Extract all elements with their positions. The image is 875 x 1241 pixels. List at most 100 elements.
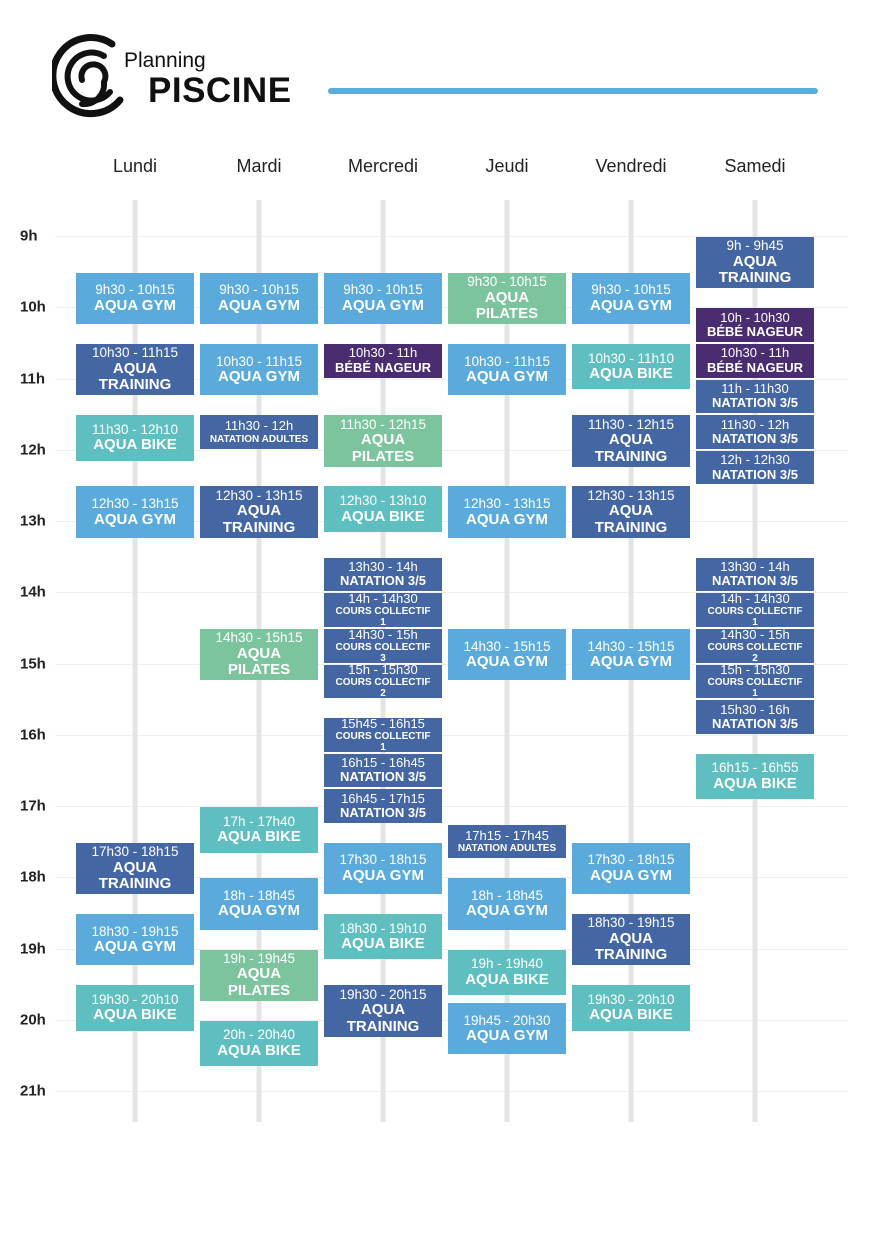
day-label: Jeudi (485, 156, 529, 176)
event-title: AQUA PILATES (475, 288, 539, 323)
hour-label: 11h (20, 370, 46, 387)
event-block: 15h30 - 16h NATATION 3/5 (696, 700, 814, 734)
subtitle: Planning (124, 49, 206, 72)
event-time: 17h30 - 18h15 (339, 852, 427, 868)
event-block: 10h30 - 11h BÉBÉ NAGEUR (696, 343, 814, 378)
event-title: NATATION 3/5 (712, 395, 798, 411)
event-block: 12h30 - 13h15 AQUA GYM (76, 486, 194, 538)
event-time: 19h30 - 20h10 (91, 991, 179, 1007)
event-block: 13h30 - 14h NATATION 3/5 (324, 557, 442, 592)
event-title: AQUA GYM (342, 866, 424, 884)
event-title: NATATION 3/5 (712, 573, 798, 589)
event-time: 10h30 - 11h (348, 345, 418, 361)
event-block: 14h30 - 15h15 AQUA GYM (448, 628, 566, 681)
event-title: AQUA BIKE (93, 1006, 177, 1024)
event-title: NATATION 3/5 (340, 769, 426, 785)
event-title: NATATION ADULTES (209, 433, 309, 445)
event-block: 19h45 - 20h30 AQUA GYM (448, 1002, 566, 1055)
event-block: 10h - 10h30 BÉBÉ NAGEUR (696, 308, 814, 342)
event-block: 10h30 - 11h10 AQUA BIKE (572, 343, 690, 390)
event-block: 15h - 15h30 COURS COLLECTIF 1 (696, 664, 814, 699)
event-block: 10h30 - 11h15 AQUA GYM (200, 343, 318, 396)
event-title: NATATION 3/5 (712, 466, 798, 482)
event-title: AQUA BIKE (341, 935, 425, 953)
event-time: 14h - 14h30 (348, 593, 418, 606)
event-title: BÉBÉ NAGEUR (706, 324, 804, 340)
event-block: 16h15 - 16h55 AQUA BIKE (696, 753, 814, 800)
event-time: 10h30 - 11h10 (587, 350, 675, 366)
event-title: AQUA BIKE (217, 1042, 301, 1059)
event-block: 14h - 14h30 COURS COLLECTIF 1 (324, 593, 442, 627)
event-time: 11h30 - 12h15 (339, 416, 427, 432)
event-block: 11h30 - 12h NATATION 3/5 (696, 415, 814, 449)
event-time: 9h30 - 10h15 (219, 282, 299, 298)
event-time: 17h - 17h40 (222, 813, 296, 829)
hour-line (55, 236, 848, 237)
event-title: NATATION ADULTES (457, 843, 557, 855)
event-block: 14h30 - 15h15 AQUA GYM (572, 628, 690, 681)
event-time: 12h30 - 13h15 (215, 487, 303, 503)
event-block: 12h30 - 13h15 AQUA GYM (448, 486, 566, 538)
event-time: 10h30 - 11h (720, 345, 790, 361)
event-time: 11h30 - 12h (720, 416, 790, 432)
event-time: 15h30 - 16h (720, 701, 790, 717)
event-time: 13h30 - 14h (720, 559, 790, 575)
event-block: 17h15 - 17h45 NATATION ADULTES (448, 824, 566, 859)
event-title: NATATION 3/5 (712, 430, 798, 446)
event-time: 19h30 - 20h10 (587, 991, 675, 1007)
event-time: 10h30 - 11h15 (215, 353, 303, 369)
day-column-line (132, 200, 138, 1122)
event-time: 13h30 - 14h (348, 559, 418, 575)
event-block: 19h30 - 20h10 AQUA BIKE (76, 985, 194, 1031)
event-time: 19h - 19h40 (470, 956, 544, 972)
hour-label: 13h (20, 512, 46, 530)
hour-label: 15h (20, 655, 46, 672)
event-block: 11h30 - 12h10 AQUA BIKE (76, 415, 194, 461)
event-time: 18h - 18h45 (470, 887, 544, 903)
hour-label: 12h (20, 441, 46, 459)
event-block: 15h45 - 16h15 COURS COLLECTIF 1 (324, 717, 442, 752)
event-title: AQUA GYM (218, 296, 300, 314)
event-block: 17h30 - 18h15 AQUA TRAINING (76, 842, 194, 895)
event-title: AQUA TRAINING (594, 929, 668, 964)
event-block: 14h30 - 15h COURS COLLECTIF 2 (696, 628, 814, 663)
event-block: 18h30 - 19h10 AQUA BIKE (324, 913, 442, 960)
event-title: AQUA TRAINING (222, 502, 296, 536)
event-time: 11h30 - 12h10 (91, 421, 179, 437)
event-block: 19h30 - 20h10 AQUA BIKE (572, 985, 690, 1031)
event-title: AQUA GYM (590, 296, 672, 314)
event-time: 9h30 - 10h15 (95, 282, 175, 298)
hour-line (55, 1091, 848, 1092)
event-title: COURS COLLECTIF 2 (335, 677, 431, 699)
header-rule (328, 88, 818, 94)
event-title: COURS COLLECTIF 2 (707, 641, 803, 663)
event-block: 13h30 - 14h NATATION 3/5 (696, 557, 814, 592)
event-time: 19h - 19h45 (222, 950, 296, 966)
event-block: 18h30 - 19h15 AQUA GYM (76, 913, 194, 966)
event-time: 10h30 - 11h15 (91, 345, 179, 361)
event-title: AQUA PILATES (227, 965, 291, 999)
event-title: COURS COLLECTIF 3 (335, 641, 431, 663)
event-block: 9h30 - 10h15 AQUA GYM (76, 272, 194, 325)
event-time: 20h - 20h40 (222, 1027, 296, 1043)
event-time: 16h15 - 16h55 (711, 760, 799, 776)
hour-line (55, 734, 848, 736)
day-label: Mardi (236, 156, 282, 176)
event-title: COURS COLLECTIF 1 (707, 677, 803, 699)
event-title: NATATION 3/5 (340, 573, 426, 589)
event-title: AQUA GYM (466, 1027, 548, 1045)
event-block: 11h - 11h30 NATATION 3/5 (696, 379, 814, 414)
event-time: 18h - 18h45 (222, 887, 296, 903)
event-title: AQUA GYM (466, 510, 548, 528)
event-block: 12h30 - 13h15 AQUA TRAINING (572, 486, 690, 538)
hour-line (55, 877, 848, 879)
logo (52, 34, 124, 118)
event-title: COURS COLLECTIF 1 (335, 606, 431, 627)
day-label: Mercredi (347, 156, 418, 176)
event-block: 17h - 17h40 AQUA BIKE (200, 807, 318, 853)
event-block: 14h - 14h30 COURS COLLECTIF 1 (696, 593, 814, 627)
hour-line (55, 948, 848, 950)
event-block: 9h30 - 10h15 AQUA PILATES (448, 272, 566, 325)
event-block: 15h - 15h30 COURS COLLECTIF 2 (324, 664, 442, 699)
event-block: 10h30 - 11h15 AQUA GYM (448, 343, 566, 396)
